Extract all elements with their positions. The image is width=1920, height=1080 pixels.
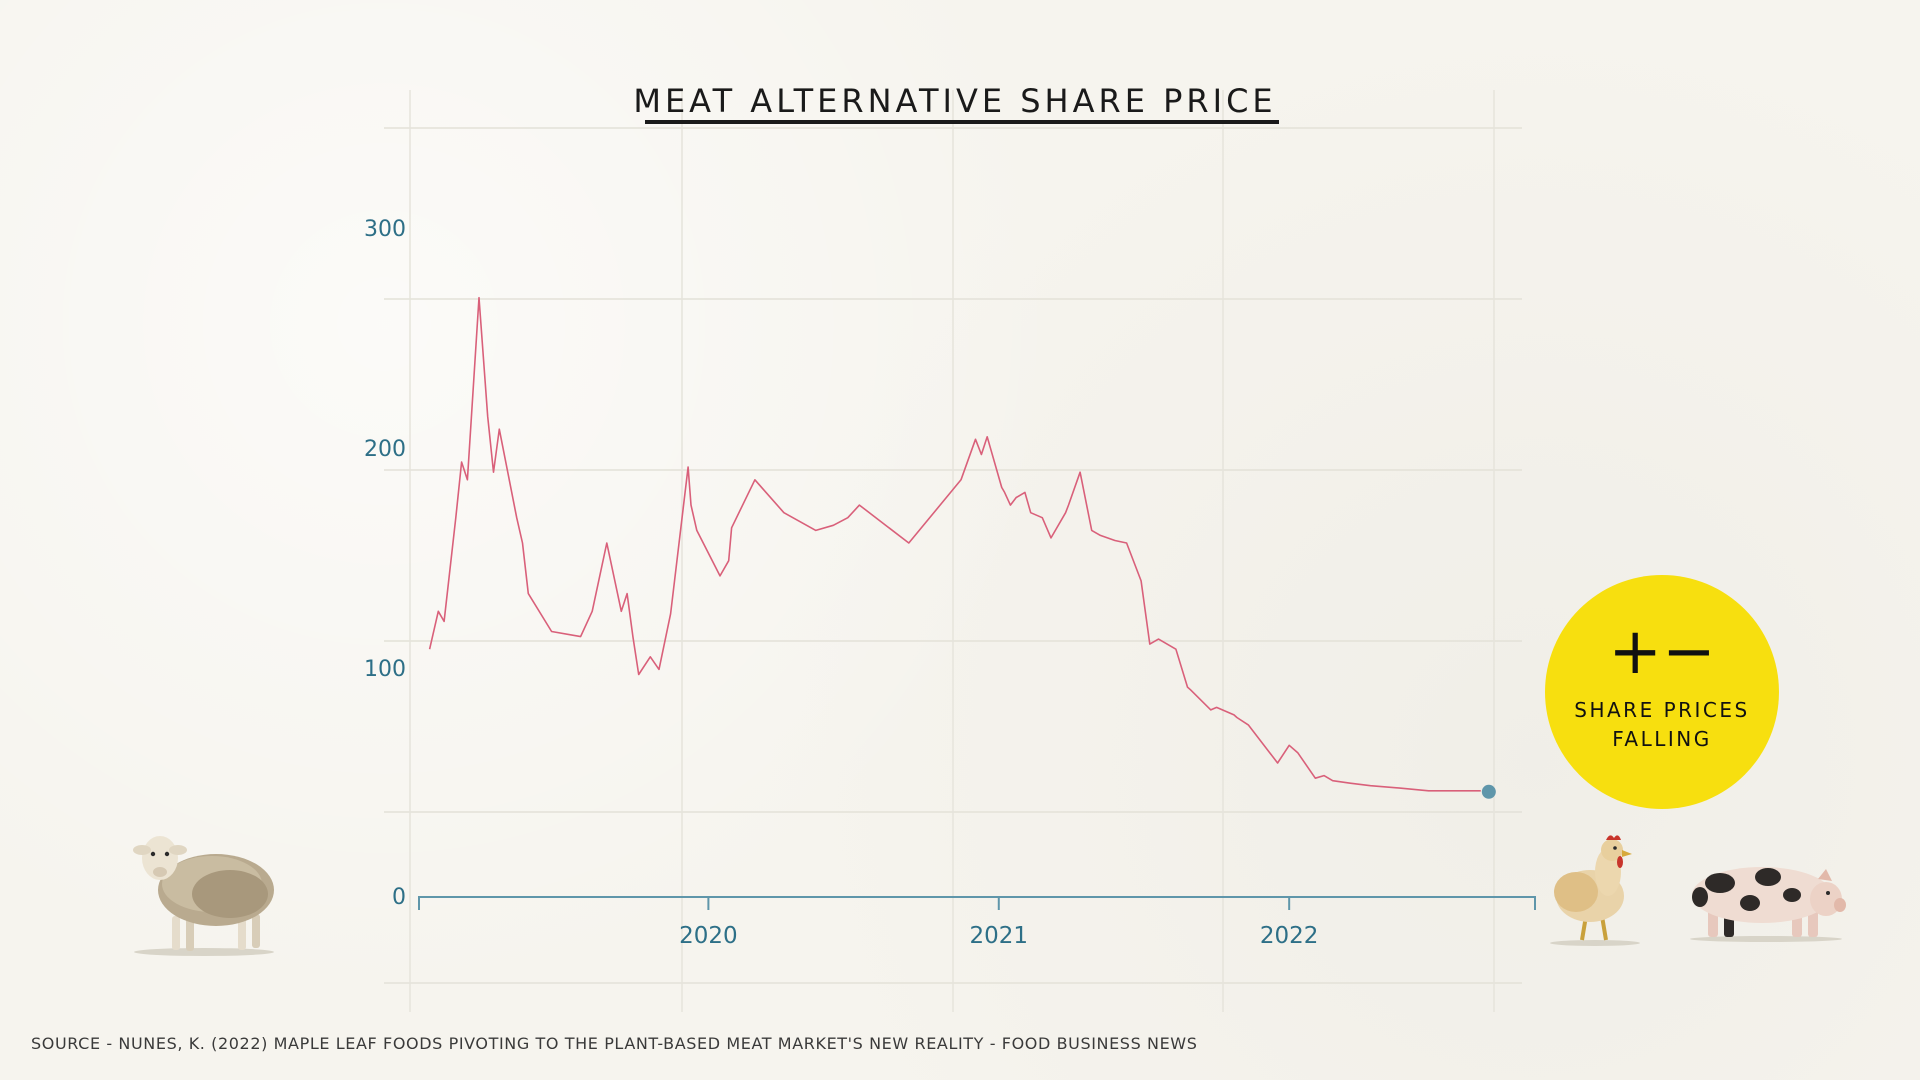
y-tick-label-200: 200 [364,437,406,462]
series-layer [428,296,1496,799]
series-line-0 [428,296,1481,792]
x-tick-label-2020: 2020 [679,923,738,949]
x-tick-label-2022: 2022 [1260,923,1319,949]
badge-line-2: FALLING [1612,727,1712,751]
grid [384,90,1522,1012]
plus-minus-icon: +− [1608,615,1716,689]
title-underline [645,120,1279,124]
x-axis: 2020 2021 2022 [418,896,1536,949]
sheep-icon [133,836,274,956]
chicken-icon [1550,835,1640,946]
series-end-point-0 [1481,784,1496,799]
y-axis: 0 100 200 300 [364,217,406,910]
source-citation: SOURCE - NUNES, K. (2022) MAPLE LEAF FOO… [31,1034,1198,1053]
badge-line-1: SHARE PRICES [1574,698,1750,722]
y-tick-label-0: 0 [392,885,406,910]
badge-label: SHARE PRICES FALLING [1574,696,1749,754]
y-tick-label-300: 300 [364,217,406,242]
chart-title: MEAT ALTERNATIVE SHARE PRICE [633,82,1276,120]
x-tick-label-2021: 2021 [970,923,1029,949]
pig-icon [1690,867,1846,942]
share-prices-falling-badge: +− SHARE PRICES FALLING [1545,575,1779,809]
y-tick-label-100: 100 [364,657,406,682]
